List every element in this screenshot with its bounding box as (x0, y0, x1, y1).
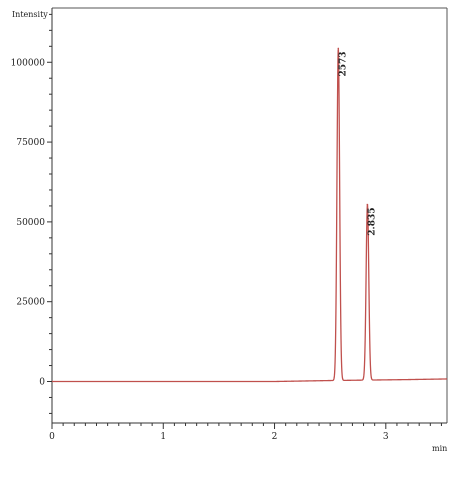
y-tick-label: 100000 (11, 58, 46, 68)
y-axis-title: Intensity (12, 10, 48, 19)
x-tick-label: 1 (160, 432, 166, 442)
peak-apex-point (366, 203, 369, 206)
peak-label: 2.835 (367, 208, 377, 236)
x-tick-label: 3 (383, 432, 389, 442)
ticks-layer: 0 25000 50000 75000 100000 0 1 2 3 (11, 13, 442, 442)
y-tick-label: 75000 (16, 138, 45, 148)
label-layer: 2573 2.835 (338, 51, 377, 235)
y-tick-label: 0 (39, 378, 45, 388)
y-tick-label: 50000 (16, 218, 45, 228)
peak-label: 2573 (338, 51, 348, 76)
x-axis-title: min (432, 444, 447, 453)
x-tick-label: 2 (272, 432, 278, 442)
y-tick-label: 25000 (16, 298, 45, 308)
chromatogram-trace (52, 48, 447, 383)
series-layer (52, 47, 447, 383)
x-tick-label: 0 (49, 432, 55, 442)
peak-apex-point (337, 47, 340, 50)
